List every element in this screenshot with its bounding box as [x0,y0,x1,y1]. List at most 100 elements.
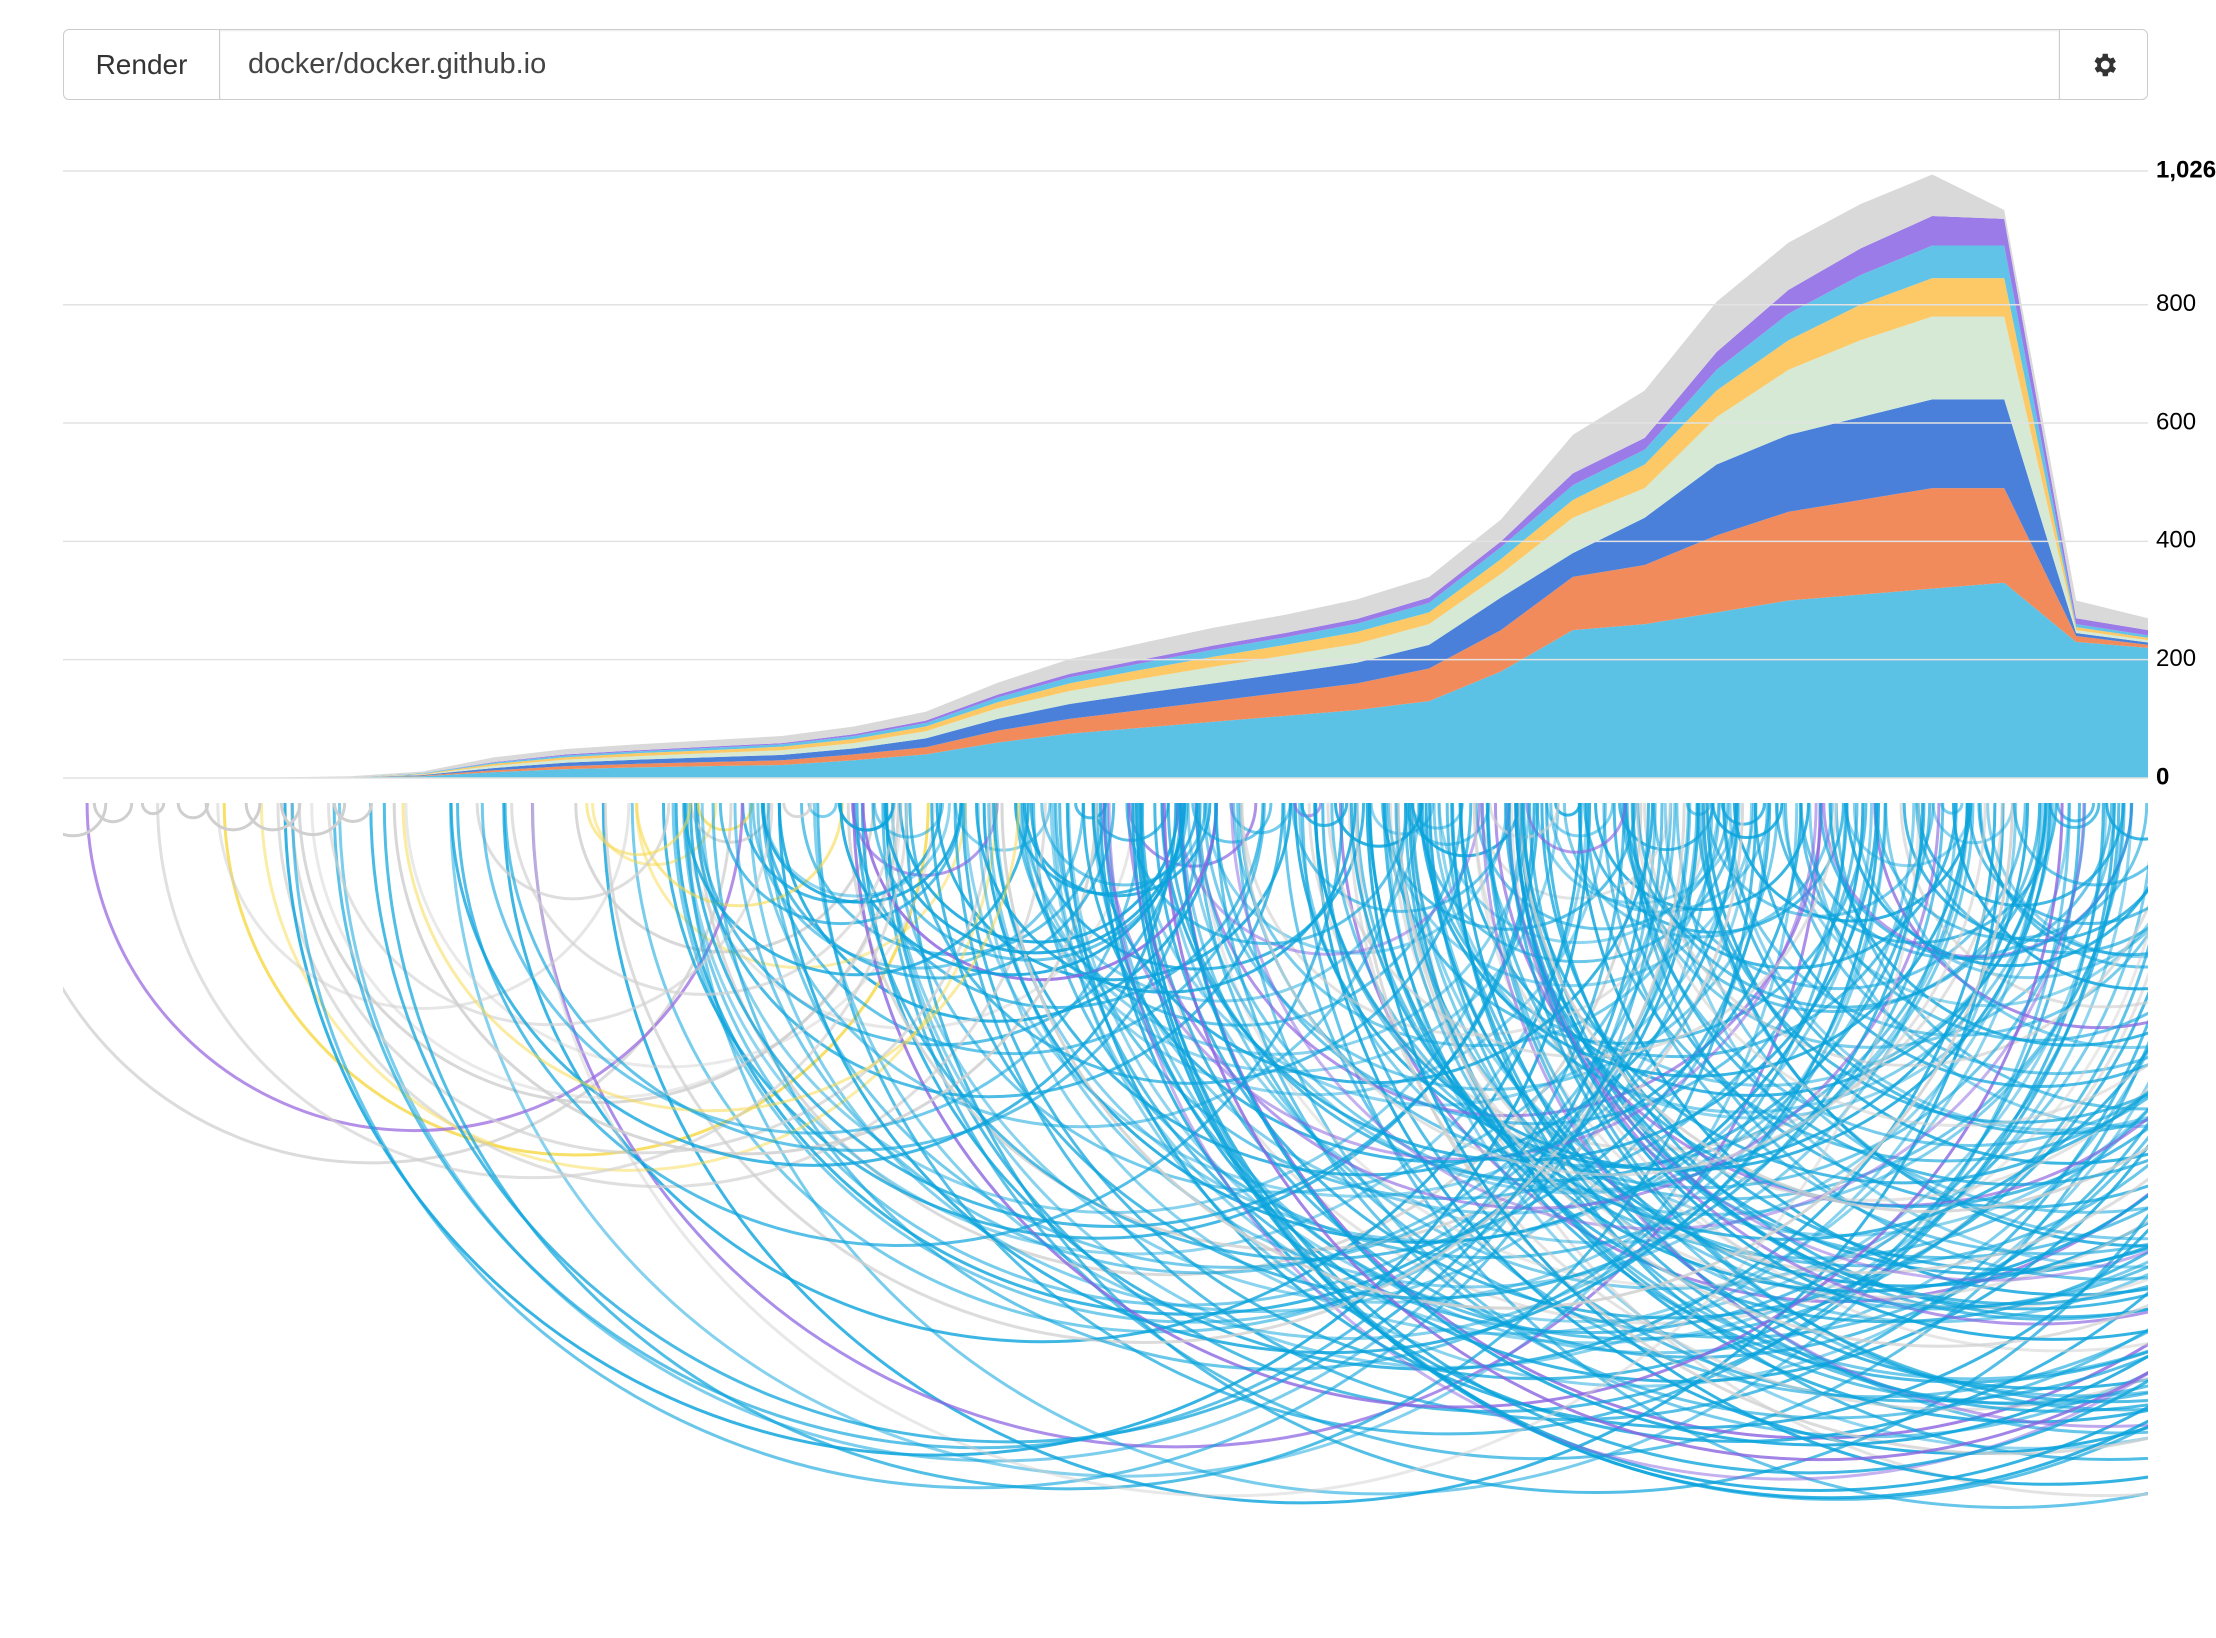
arc [1798,803,2148,1042]
arc [1432,803,2054,1114]
arc [244,803,302,832]
arc [1395,803,2148,1275]
arc [1101,803,1818,1161]
arc [883,803,1187,955]
arc [1873,803,2148,941]
arc [591,803,718,867]
arc [1282,803,2148,1399]
arc [1098,803,2148,1443]
arc [276,803,1047,1189]
arc [885,803,2018,1369]
arc [1696,803,2148,1125]
render-button[interactable]: Render [63,29,220,100]
arc [1818,803,2134,961]
arc [1131,803,2148,1492]
arc [283,803,1592,1457]
arc [1419,803,1969,1078]
arc [782,803,813,819]
arc [2012,803,2148,887]
arc [1107,803,2148,1481]
arc [1417,803,1738,963]
arc [718,803,964,926]
arc [480,803,1144,1135]
arc [1685,803,1712,816]
arc [756,803,1408,1128]
y-tick-label: 400 [2156,527,2196,554]
arc [1828,803,2148,1047]
arc [1507,803,2148,1404]
arc [1753,803,2148,1089]
arc [2056,803,2096,823]
arc [1058,803,2121,1335]
arc [846,803,1745,1252]
arc [1293,803,1323,818]
arc [531,803,1921,1498]
arc [1300,803,1349,827]
gear-icon [2094,53,2116,76]
arc [1396,803,2148,1348]
arc [1711,803,1784,839]
repo-input[interactable]: docker/docker.github.io [220,29,2059,100]
arc [204,803,262,832]
arc [1349,803,2148,1241]
arc [1520,803,2148,1185]
arc [1808,803,2148,1128]
arc [156,803,909,1180]
area [63,316,2148,778]
area [63,582,2148,778]
arc [1178,803,2148,1446]
arc [475,803,671,901]
arc [1232,803,1721,1048]
arc [1021,803,1421,1003]
arc [1554,803,1582,817]
arc [140,803,166,816]
arc [1967,803,2148,926]
arc [502,803,1583,1344]
area [63,488,2148,778]
arc [1458,803,2047,1097]
arc [1133,803,1741,1107]
arc [92,803,134,824]
arc [855,803,1772,1261]
arc [733,803,1677,1275]
arc [711,803,1848,1371]
arc [176,803,210,820]
settings-button[interactable] [2059,29,2148,100]
arc [404,803,936,1069]
arc [310,803,903,1100]
arc [1126,803,1941,1210]
arc [1450,803,2148,1413]
arc [449,803,1799,1477]
arc [1585,803,2148,1162]
arc [1137,803,2148,1474]
arc [510,803,896,996]
arc [1843,803,1973,868]
arc [85,803,744,1133]
arc [760,803,963,904]
arc [449,803,1178,1167]
arc [1054,803,1849,1200]
arc [1781,803,2148,1008]
arc [1202,803,1779,1092]
arc [1313,803,2052,1172]
arc [1577,803,2148,1297]
arc [63,803,733,1164]
arc [1396,803,2148,1268]
arc [852,803,1265,1009]
arc [963,803,1754,1197]
arc [1135,803,2148,1500]
arc [289,803,993,1155]
arc [1562,803,1834,938]
arc [1385,803,2148,1450]
arc [1024,803,1531,1056]
arc [1213,803,1859,1126]
arc [1451,803,2148,1461]
arc [1732,803,1973,923]
arc [761,803,951,898]
arc [904,803,2148,1494]
arc [1153,803,2148,1320]
arc [401,803,1020,1112]
arc [930,803,1924,1300]
